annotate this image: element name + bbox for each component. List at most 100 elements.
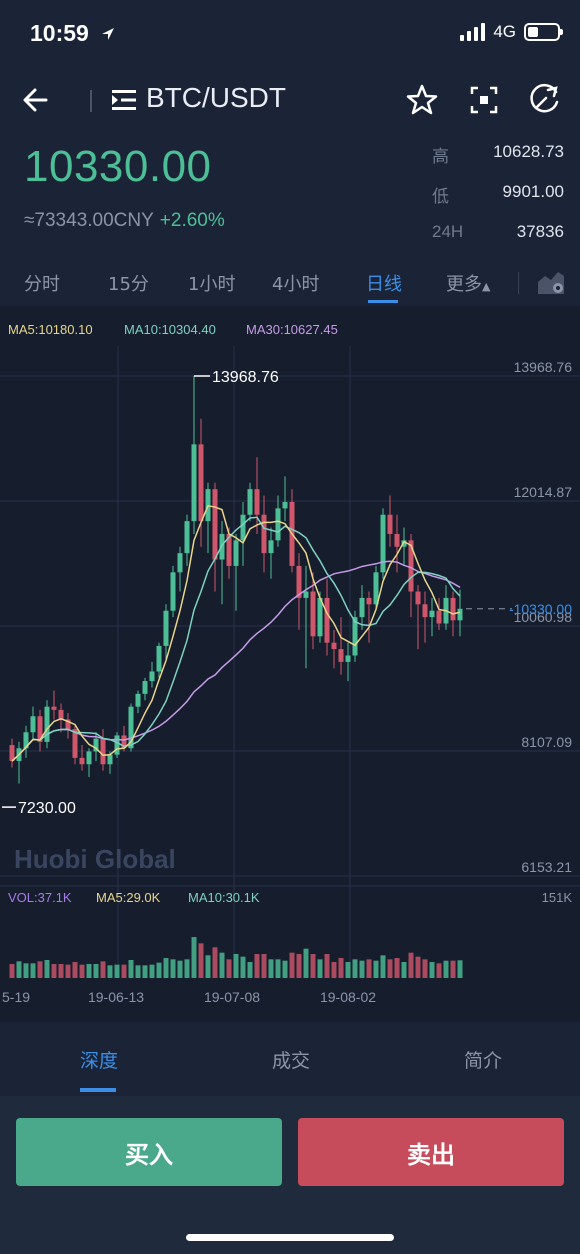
candle-body <box>163 610 169 646</box>
tab-daily[interactable]: 日线 <box>366 274 402 295</box>
volume-bar <box>226 959 232 978</box>
legend-ma10: MA10:10304.40 <box>124 322 216 337</box>
chart-tool-icon[interactable] <box>526 82 562 118</box>
candle-body <box>268 540 274 554</box>
home-indicator <box>186 1234 394 1241</box>
volume-bar <box>394 958 400 978</box>
tab-15m[interactable]: 15分 <box>108 274 149 295</box>
legend-vol: VOL:37.1K <box>8 890 72 905</box>
candle-body <box>401 540 407 547</box>
pair-title[interactable]: BTC/USDT <box>146 82 286 113</box>
candle-body <box>415 591 421 605</box>
tab-timeshare[interactable]: 分时 <box>24 274 60 295</box>
stat-value: 9901.00 <box>502 182 564 201</box>
candle-body <box>296 565 302 598</box>
pair-list-icon[interactable] <box>110 88 138 112</box>
candle-body <box>51 706 57 710</box>
candle-body <box>156 645 162 672</box>
signal-icon <box>460 23 486 41</box>
candle-body <box>352 617 358 656</box>
candle-body <box>331 642 337 650</box>
candle-body <box>170 572 176 611</box>
volume-bar <box>450 960 456 978</box>
volume-bar <box>107 965 113 978</box>
volume-bar <box>51 964 57 978</box>
candle-body <box>282 501 288 509</box>
x-tick-label: 19-06-13 <box>88 989 144 1005</box>
candle-body <box>177 553 183 573</box>
tab-depth[interactable]: 深度 <box>80 1050 119 1072</box>
volume-bar <box>457 960 463 978</box>
last-price: 10330.00 <box>24 142 212 191</box>
tab-more[interactable]: 更多▲ <box>446 270 490 296</box>
volume-bar <box>191 937 197 978</box>
volume-bar <box>240 956 246 978</box>
status-time: 10:59 <box>30 20 89 46</box>
candle-body <box>261 514 267 554</box>
candle-body <box>275 508 281 541</box>
stat-value: 10628.73 <box>493 142 564 161</box>
ma10-line <box>11 516 461 762</box>
x-tick-label: 5-19 <box>2 989 30 1005</box>
candle-body <box>58 709 64 720</box>
candle-body <box>142 681 148 694</box>
candle-body <box>30 716 36 733</box>
volume-bar <box>303 948 309 978</box>
volume-bar <box>142 965 148 978</box>
y-tick-label: 12014.87 <box>514 484 573 500</box>
tab-1h[interactable]: 1小时 <box>188 274 236 295</box>
info-tabs: 深度 成交 简介 <box>0 1022 580 1094</box>
volume-bar <box>205 955 211 978</box>
sell-button[interactable]: 卖出 <box>298 1118 564 1186</box>
candle-body <box>450 597 456 621</box>
volume-bar <box>149 964 155 978</box>
volume-bar <box>72 962 78 978</box>
volume-bar <box>128 960 134 978</box>
volume-bar <box>44 960 50 978</box>
volume-bar <box>282 960 288 978</box>
tab-more-label: 更多 <box>446 274 482 295</box>
buy-button[interactable]: 买入 <box>16 1118 282 1186</box>
volume-bar <box>261 954 267 978</box>
price-subline: ≈73343.00CNY +2.60% <box>24 210 225 232</box>
volume-bar <box>212 947 218 978</box>
volume-bar <box>247 962 253 978</box>
volume-bar <box>443 960 449 978</box>
stat-low: 低 9901.00 <box>432 182 564 222</box>
volume-bar <box>219 952 225 978</box>
volume-bar <box>9 964 15 978</box>
x-tick-label: 19-07-08 <box>204 989 260 1005</box>
candle-body <box>429 610 435 618</box>
candle-body <box>408 540 414 592</box>
tab-trades[interactable]: 成交 <box>272 1050 311 1072</box>
candle-body <box>114 735 120 755</box>
candle-body <box>44 706 50 742</box>
kline-chart[interactable]: 13968.76 12014.87 10060.98 8107.09 6153.21 Hu… <box>0 306 580 1022</box>
screenshot-icon[interactable] <box>466 82 502 118</box>
status-indicators: 4G <box>460 22 563 42</box>
volume-bar <box>37 961 43 978</box>
candle-body <box>359 597 365 618</box>
volume-bar <box>380 955 386 978</box>
status-bar: 10:59 4G <box>0 0 580 68</box>
candle-body <box>128 706 134 749</box>
candle-body <box>345 655 351 662</box>
legend-vol-ma10: MA10:30.1K <box>188 890 260 905</box>
candle-body <box>198 444 204 522</box>
candle-body <box>226 533 232 566</box>
legend-ma30: MA30:10627.45 <box>246 322 338 337</box>
y-tick-label: 8107.09 <box>521 734 572 750</box>
candle-body <box>86 751 92 765</box>
caret-down-icon: ▲ <box>482 280 491 293</box>
tab-intro[interactable]: 简介 <box>464 1050 503 1072</box>
candle-body <box>184 521 190 554</box>
stat-label: 24H <box>432 222 464 241</box>
candle-body <box>72 729 78 758</box>
tab-4h[interactable]: 4小时 <box>272 274 320 295</box>
kline-svg: 13968.76 12014.87 10060.98 8107.09 6153.21 Hu… <box>0 346 580 1005</box>
back-arrow-icon[interactable] <box>18 82 54 118</box>
chart-settings-icon[interactable] <box>536 268 566 296</box>
header-divider <box>90 90 92 112</box>
star-icon[interactable] <box>404 82 440 118</box>
y-tick-label: 6153.21 <box>521 859 572 875</box>
